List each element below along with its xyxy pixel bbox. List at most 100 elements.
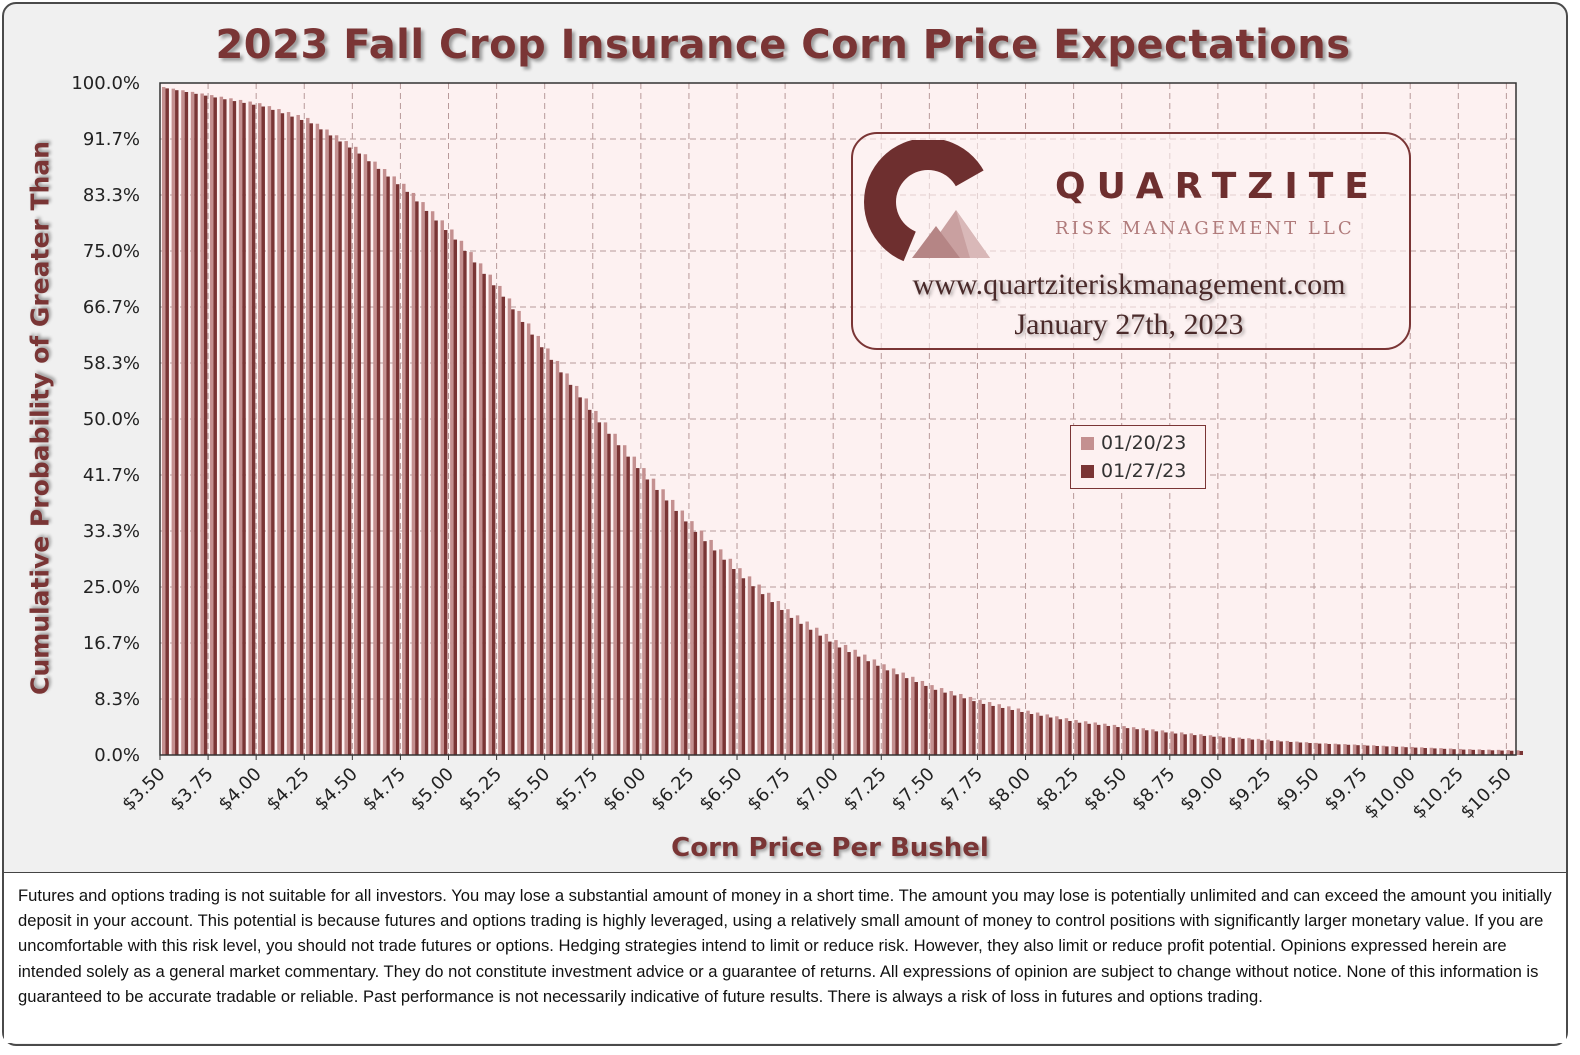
bar-0120 bbox=[1131, 727, 1136, 755]
bar-0120 bbox=[719, 549, 723, 755]
bar-0127 bbox=[1087, 723, 1091, 755]
bar-0120 bbox=[642, 468, 646, 755]
bar-0120 bbox=[1112, 724, 1117, 755]
bar-0127 bbox=[578, 397, 582, 755]
bar-0127 bbox=[1241, 738, 1245, 755]
bar-0127 bbox=[1317, 743, 1322, 755]
quartzite-logo-icon bbox=[864, 140, 992, 265]
bar-0127 bbox=[290, 116, 294, 756]
bar-0127 bbox=[1068, 721, 1072, 755]
bar-0120 bbox=[661, 489, 665, 755]
bar-0120 bbox=[1189, 733, 1194, 755]
bar-0127 bbox=[223, 99, 227, 755]
bar-0127 bbox=[1020, 711, 1024, 755]
bar-0127 bbox=[1413, 747, 1418, 755]
y-tick-label: 91.7% bbox=[83, 129, 140, 150]
y-tick-label: 0.0% bbox=[94, 745, 140, 766]
bar-0127 bbox=[1375, 746, 1379, 755]
x-tick-label: $8.50 bbox=[1080, 764, 1131, 815]
bar-0127 bbox=[251, 104, 256, 755]
bar-0127 bbox=[751, 586, 755, 755]
bar-0127 bbox=[424, 210, 429, 755]
bar-0120 bbox=[795, 615, 800, 755]
bar-0127 bbox=[395, 184, 400, 755]
x-tick-label: $5.00 bbox=[407, 764, 458, 815]
bar-0120 bbox=[939, 688, 944, 755]
bar-0120 bbox=[1179, 732, 1184, 755]
bar-0127 bbox=[828, 641, 832, 755]
y-tick-label: 16.7% bbox=[83, 633, 140, 654]
y-tick-label: 50.0% bbox=[83, 409, 140, 430]
bar-0127 bbox=[1337, 744, 1341, 755]
x-tick-label: $9.50 bbox=[1272, 764, 1323, 815]
bar-0120 bbox=[162, 87, 166, 755]
bar-0120 bbox=[651, 478, 656, 755]
bar-0127 bbox=[319, 129, 323, 755]
bar-0120 bbox=[315, 123, 320, 756]
y-tick-label: 8.3% bbox=[94, 689, 140, 710]
bar-0127 bbox=[876, 665, 880, 755]
bar-0120 bbox=[978, 699, 982, 755]
bar-0120 bbox=[344, 141, 348, 755]
bar-0127 bbox=[1471, 749, 1475, 755]
bar-0127 bbox=[1260, 740, 1264, 755]
bar-0127 bbox=[165, 88, 169, 755]
bar-0127 bbox=[1269, 740, 1274, 755]
bar-0120 bbox=[757, 584, 761, 755]
bar-0127 bbox=[962, 698, 966, 755]
bar-0127 bbox=[991, 705, 995, 755]
legend-label-1: 01/27/23 bbox=[1101, 460, 1187, 482]
bar-0127 bbox=[1202, 735, 1207, 755]
logo-subtitle: RISK MANAGEMENT LLC bbox=[1055, 218, 1355, 239]
bar-0120 bbox=[1448, 748, 1453, 755]
bar-0127 bbox=[1029, 714, 1034, 755]
x-tick-label: $7.25 bbox=[840, 764, 891, 815]
bar-0127 bbox=[299, 119, 304, 755]
bar-0127 bbox=[367, 161, 371, 756]
bar-0120 bbox=[1477, 749, 1482, 755]
bar-0127 bbox=[559, 372, 563, 755]
x-tick-label: $7.00 bbox=[791, 764, 842, 815]
bar-0127 bbox=[1058, 719, 1063, 755]
bar-0127 bbox=[261, 106, 265, 755]
x-tick-label: $6.50 bbox=[695, 764, 746, 815]
bar-0127 bbox=[837, 647, 842, 755]
bar-0127 bbox=[472, 262, 477, 755]
bar-0127 bbox=[434, 220, 438, 756]
bar-0120 bbox=[738, 568, 742, 755]
bar-0127 bbox=[684, 521, 688, 755]
bar-0120 bbox=[1170, 731, 1174, 755]
y-tick-label: 75.0% bbox=[83, 241, 140, 262]
bar-0120 bbox=[296, 114, 300, 756]
bar-0127 bbox=[386, 176, 390, 756]
bar-0127 bbox=[271, 109, 275, 755]
bar-0120 bbox=[1227, 736, 1232, 755]
bar-0127 bbox=[1250, 739, 1255, 755]
chart-title: 2023 Fall Crop Insurance Corn Price Expe… bbox=[215, 22, 1351, 68]
bar-0120 bbox=[1487, 749, 1491, 755]
bar-0120 bbox=[325, 129, 329, 755]
y-tick-label: 83.3% bbox=[83, 185, 140, 206]
bar-0120 bbox=[1064, 718, 1069, 755]
bar-0127 bbox=[895, 674, 899, 755]
x-tick-label: $9.25 bbox=[1224, 764, 1275, 815]
bar-0120 bbox=[1151, 729, 1155, 755]
bar-0120 bbox=[334, 135, 339, 755]
bar-0127 bbox=[943, 692, 947, 755]
plot-border bbox=[159, 82, 1517, 756]
bar-0127 bbox=[1154, 731, 1159, 755]
bar-0127 bbox=[1164, 732, 1168, 755]
bar-0127 bbox=[213, 97, 217, 755]
bar-0127 bbox=[799, 623, 803, 755]
bar-0127 bbox=[1173, 733, 1178, 755]
bar-0127 bbox=[1039, 715, 1043, 755]
bar-0127 bbox=[1106, 725, 1111, 755]
bar-0120 bbox=[306, 117, 310, 755]
bar-0127 bbox=[722, 559, 726, 755]
bar-0120 bbox=[690, 521, 694, 755]
bar-0127 bbox=[904, 678, 909, 755]
bar-0127 bbox=[1116, 727, 1120, 755]
x-tick-label: $8.00 bbox=[984, 764, 1035, 815]
bar-0120 bbox=[392, 176, 396, 755]
bar-0127 bbox=[511, 309, 515, 755]
